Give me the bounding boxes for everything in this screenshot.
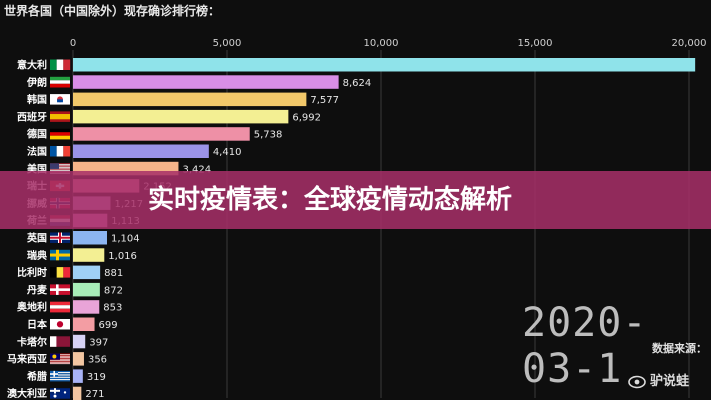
- qatar-flag-icon: [50, 336, 70, 347]
- value-label: 872: [104, 285, 123, 296]
- value-label: 699: [99, 320, 118, 331]
- category-label: 西班牙: [17, 110, 47, 123]
- italy-flag-icon: [50, 59, 71, 70]
- bar: [73, 265, 101, 280]
- greece-flag-icon: [50, 370, 70, 382]
- category-label: 丹麦: [27, 283, 48, 296]
- austria-flag-icon: [50, 301, 70, 313]
- value-label: 1,016: [108, 251, 137, 262]
- bar: [73, 92, 307, 107]
- x-tick-label: 0: [70, 38, 76, 49]
- x-tick-label: 10,000: [364, 38, 399, 49]
- category-label: 英国: [26, 232, 47, 245]
- weibo-eye-icon: [628, 375, 646, 389]
- category-label: 韩国: [27, 93, 47, 106]
- category-label: 瑞典: [27, 249, 47, 262]
- category-label: 希腊: [26, 370, 47, 383]
- value-label: 853: [103, 303, 122, 314]
- x-tick-label: 20,000: [672, 38, 707, 49]
- category-label: 澳大利亚: [7, 387, 47, 400]
- source-label: 数据来源：: [652, 342, 707, 355]
- bar: [73, 369, 83, 383]
- malaysia-flag-icon: [50, 353, 70, 365]
- bar: [73, 334, 86, 349]
- japan-flag-icon: [50, 319, 70, 330]
- date-label: 2020-03-1: [522, 300, 648, 392]
- south-korea-flag-icon: [50, 94, 70, 105]
- bar: [73, 386, 82, 400]
- value-label: 8,624: [343, 78, 372, 89]
- category-label: 日本: [27, 318, 48, 331]
- chart-title: 世界各国（中国除外）现存确诊排行榜：: [4, 4, 221, 18]
- value-label: 5,738: [254, 130, 283, 141]
- spain-flag-icon: [50, 111, 70, 122]
- bar: [73, 127, 250, 141]
- bar: [73, 317, 95, 331]
- category-label: 意大利: [17, 59, 47, 72]
- category-label: 卡塔尔: [17, 335, 47, 348]
- france-flag-icon: [50, 146, 71, 157]
- uk-flag-icon: [50, 232, 70, 243]
- watermark: 驴说蛙: [628, 370, 689, 389]
- value-label: 6,992: [292, 112, 321, 123]
- value-label: 4,410: [213, 147, 242, 158]
- value-label: 397: [89, 337, 108, 348]
- value-label: 319: [87, 372, 106, 383]
- x-tick-label: 15,000: [518, 38, 553, 49]
- bar: [73, 352, 84, 366]
- bar: [73, 300, 100, 314]
- value-label: 881: [104, 268, 123, 279]
- category-label: 法国: [27, 145, 47, 158]
- x-tick-label: 5,000: [213, 38, 242, 49]
- germany-flag-icon: [50, 128, 70, 140]
- category-label: 奥地利: [17, 301, 47, 314]
- bar: [73, 58, 696, 72]
- sweden-flag-icon: [50, 249, 70, 261]
- value-label: 356: [88, 355, 107, 366]
- belgium-flag-icon: [50, 267, 71, 278]
- category-label: 比利时: [17, 266, 47, 279]
- category-label: 德国: [26, 128, 47, 141]
- value-label: 7,577: [310, 95, 339, 106]
- bar: [73, 109, 289, 124]
- bar: [73, 75, 339, 89]
- category-label: 马来西亚: [7, 353, 47, 366]
- value-label: 271: [85, 389, 104, 400]
- bar: [73, 144, 209, 158]
- iran-flag-icon: [50, 76, 70, 88]
- bar: [73, 248, 105, 262]
- category-label: 伊朗: [26, 76, 47, 89]
- bar: [73, 282, 100, 297]
- watermark-text: 驴说蛙: [650, 374, 690, 389]
- australia-flag-icon: [50, 388, 70, 399]
- value-label: 3,424: [182, 164, 211, 175]
- bar: [73, 231, 108, 245]
- value-label: 1,104: [111, 234, 140, 245]
- title-banner: 实时疫情表：全球疫情动态解析: [0, 171, 711, 229]
- denmark-flag-icon: [50, 284, 70, 295]
- banner-text: 实时疫情表：全球疫情动态解析: [148, 185, 513, 215]
